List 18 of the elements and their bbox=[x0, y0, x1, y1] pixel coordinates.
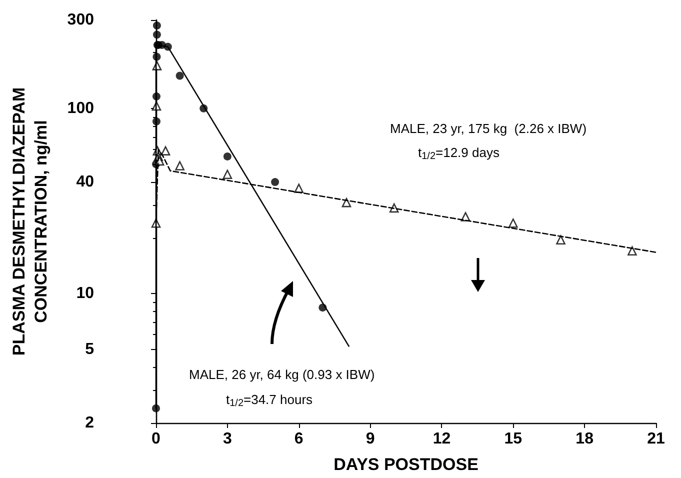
y-tick-label: 10 bbox=[76, 285, 94, 302]
x-tick-label: 15 bbox=[504, 430, 522, 448]
annotation: MALE, 26 yr, 64 kg (0.93 x IBW) bbox=[189, 367, 375, 382]
annotation: MALE, 23 yr, 175 kg (2.26 x IBW) bbox=[390, 121, 587, 136]
x-tick-label: 3 bbox=[222, 430, 232, 448]
y-tick-label: 2 bbox=[85, 414, 94, 432]
y-tick-label: 40 bbox=[76, 174, 94, 191]
x-tick-label: 9 bbox=[366, 430, 375, 448]
x-tick-label: 12 bbox=[432, 430, 451, 448]
x-axis-title: DAYS POSTDOSE bbox=[334, 455, 478, 474]
y-tick-label: 100 bbox=[67, 100, 94, 117]
y-axis-title: PLASMA DESMETHYLDIAZEPAM CONCENTRATION, ng/ml bbox=[10, 87, 50, 356]
x-tick-label: 6 bbox=[294, 430, 304, 448]
x-tick-label: 18 bbox=[576, 430, 594, 448]
y-tick-label: 5 bbox=[85, 340, 94, 358]
x-tick-label: 21 bbox=[647, 430, 665, 448]
y-tick-label: 300 bbox=[67, 12, 94, 28]
x-tick-label: 0 bbox=[152, 430, 161, 448]
